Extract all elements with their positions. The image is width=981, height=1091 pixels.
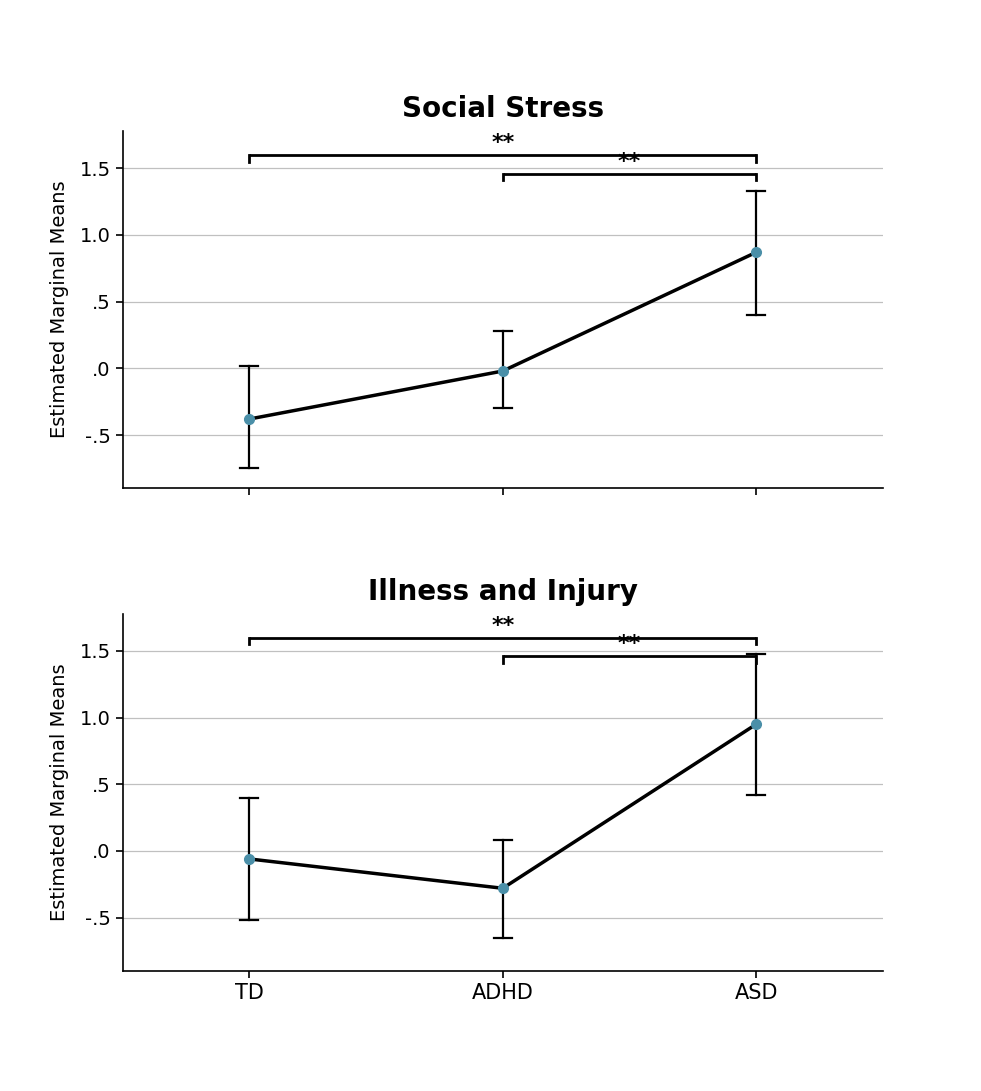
Text: **: ** xyxy=(491,615,514,636)
Y-axis label: Estimated Marginal Means: Estimated Marginal Means xyxy=(50,181,69,439)
Text: **: ** xyxy=(618,152,642,171)
Title: Social Stress: Social Stress xyxy=(401,95,604,123)
Y-axis label: Estimated Marginal Means: Estimated Marginal Means xyxy=(50,663,69,921)
Text: **: ** xyxy=(491,133,514,153)
Text: **: ** xyxy=(618,634,642,655)
Title: Illness and Injury: Illness and Injury xyxy=(368,577,638,606)
